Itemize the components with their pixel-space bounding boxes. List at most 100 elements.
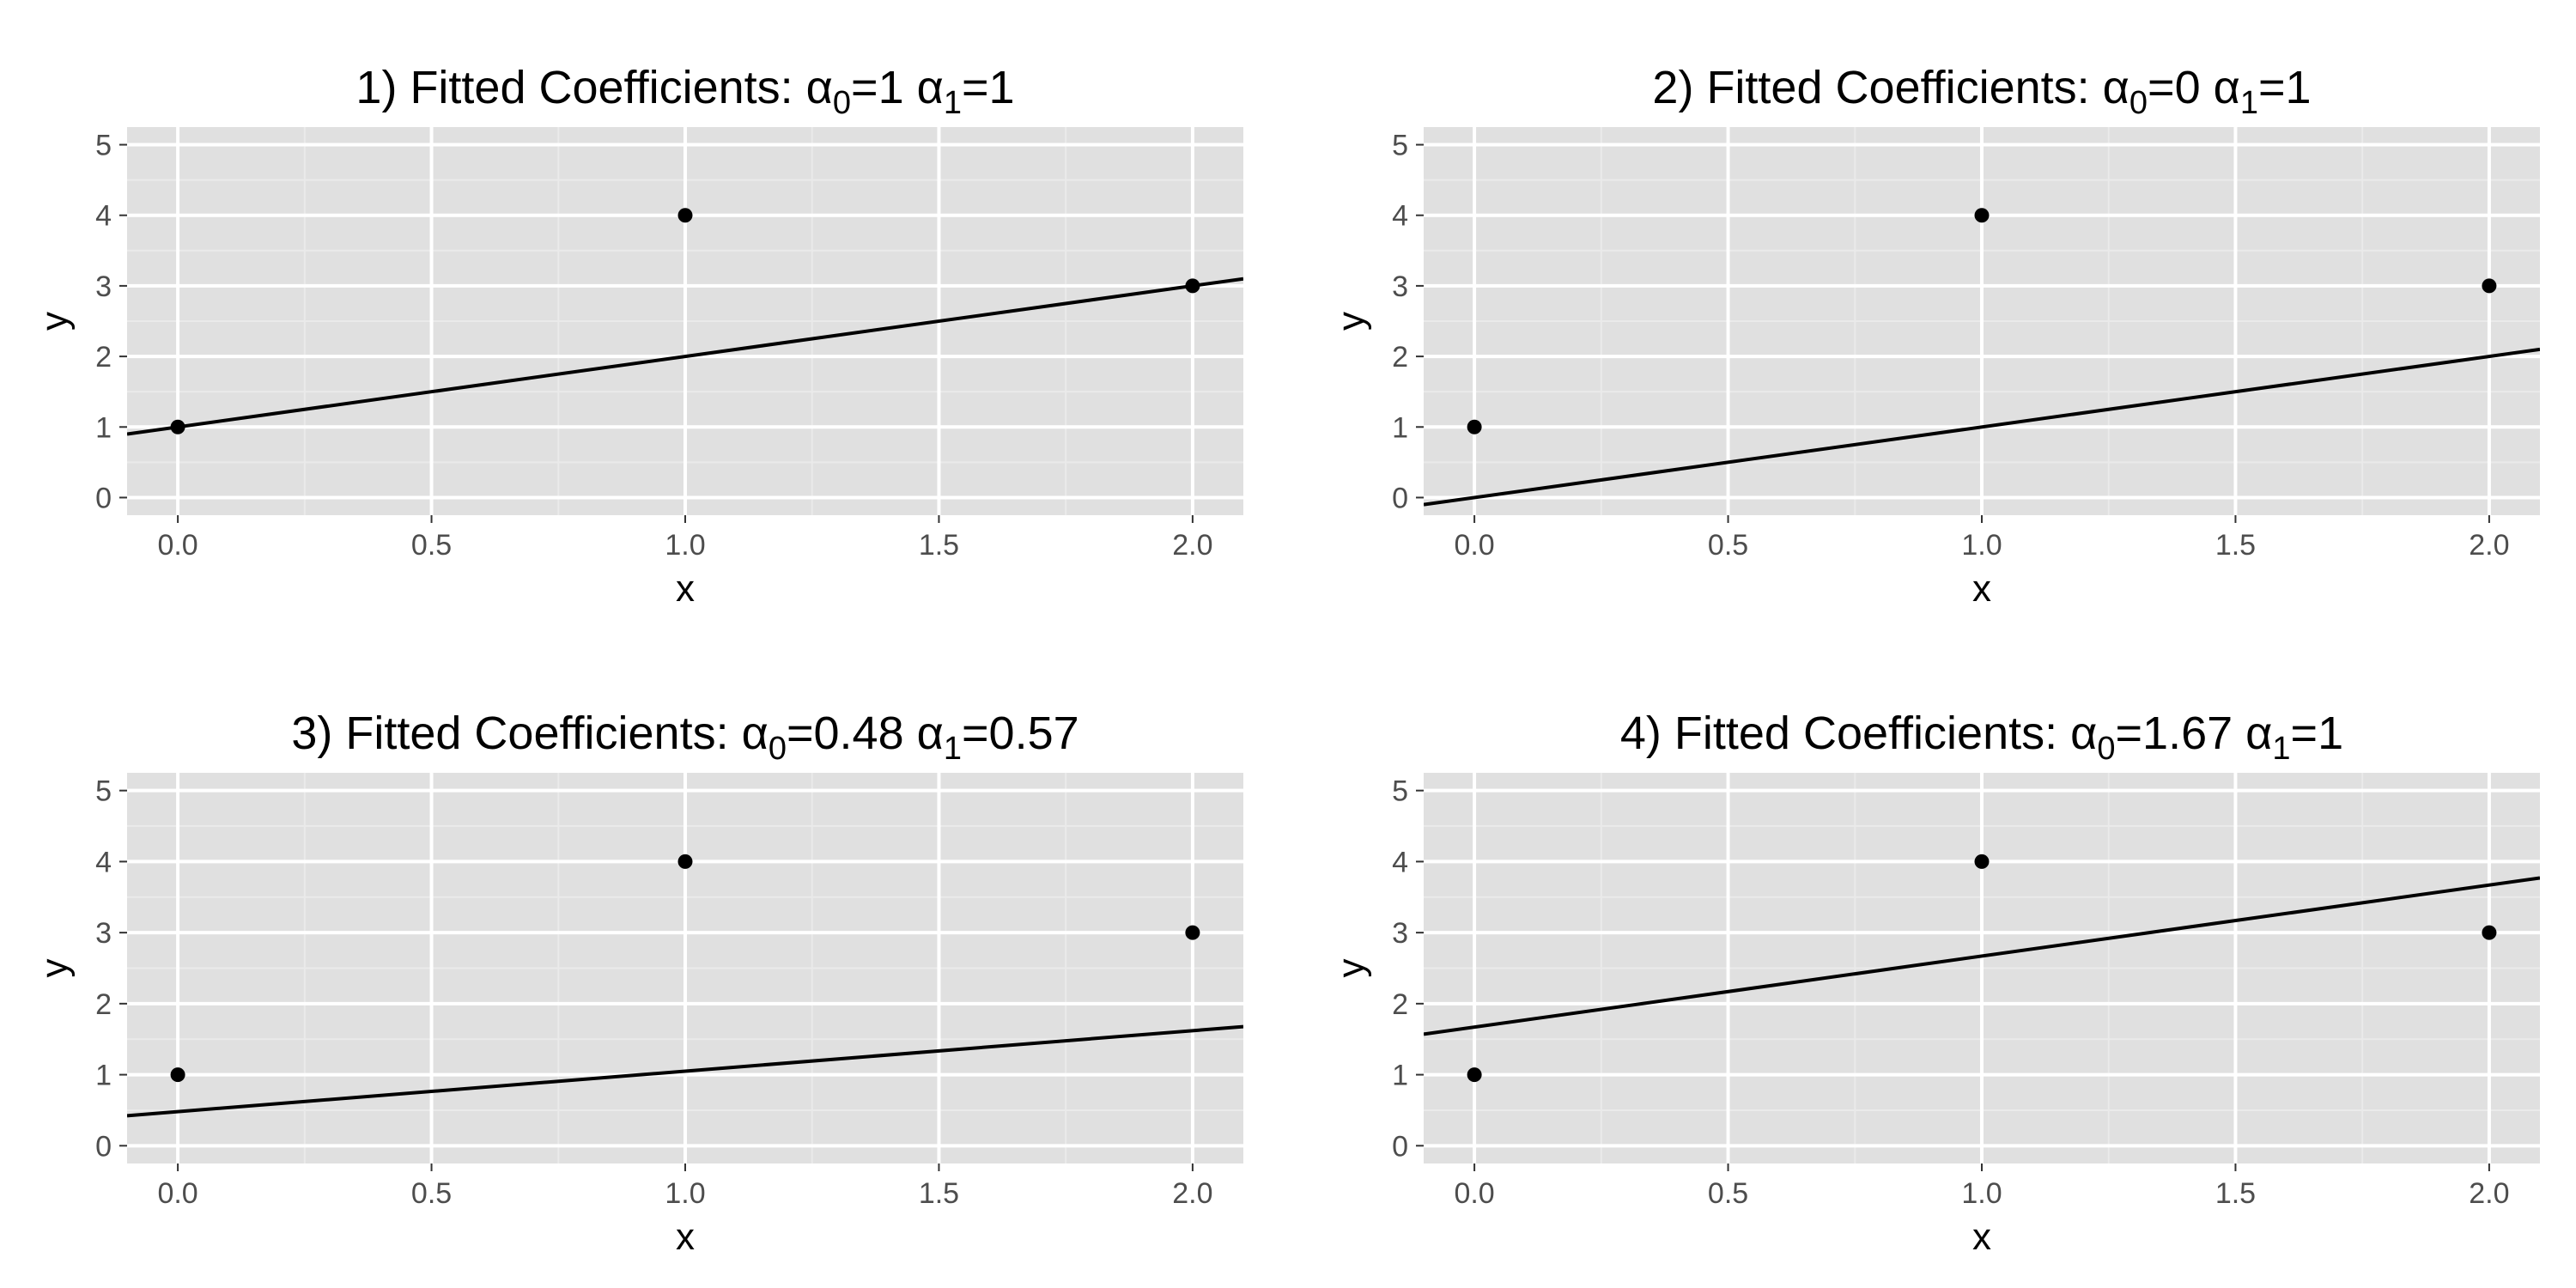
- title-space: [2201, 62, 2214, 113]
- coefficient-a1: 0.57: [989, 708, 1079, 759]
- equals-sign: =: [2258, 62, 2286, 113]
- alpha-symbol: α: [2070, 708, 2097, 759]
- y-tick-label: 5: [95, 130, 112, 162]
- x-tick-label: 2.0: [2469, 1177, 2509, 1210]
- y-tick-label: 1: [95, 411, 112, 444]
- subscript: 0: [833, 85, 851, 121]
- y-tick-label: 2: [1392, 341, 1408, 374]
- x-tick-label: 0.5: [411, 1177, 452, 1210]
- x-axis-title: x: [1972, 568, 1991, 610]
- y-tick-label: 2: [95, 341, 112, 374]
- y-tick-label: 4: [1392, 200, 1408, 233]
- chart-panel-4: 0.0 0.5 1.0 1.5 2.0 0 1 2 3 4 5 x y 4) Fitted Coeffic…: [1330, 708, 2540, 1258]
- title-prefix: 4) Fitted Coefficients:: [1620, 708, 2070, 759]
- equals-sign: =: [2115, 708, 2142, 759]
- data-point: [1974, 208, 1990, 223]
- y-axis-title: y: [1330, 959, 1372, 978]
- subscript: 1: [2272, 731, 2290, 767]
- fitted-line: [1424, 347, 2540, 507]
- x-tick-label: 1.5: [919, 529, 959, 562]
- x-tick-label: 2.0: [1172, 529, 1212, 562]
- equals-sign: =: [962, 62, 989, 113]
- y-tick-label: 5: [1392, 130, 1408, 162]
- data-point: [1974, 854, 1990, 869]
- y-axis-title: y: [33, 959, 76, 978]
- y-tick-label: 1: [1392, 411, 1408, 444]
- x-axis-title: x: [676, 568, 695, 610]
- alpha-symbol: α: [806, 62, 833, 113]
- title-space: [904, 708, 917, 759]
- grid-lines: [1424, 127, 2540, 515]
- fitted-line: [1424, 876, 2540, 1036]
- x-tick-label: 0.0: [157, 529, 197, 562]
- y-tick-label: 2: [1392, 988, 1408, 1021]
- x-tick-label: 0.0: [157, 1177, 197, 1210]
- x-tick-label: 0.0: [1454, 529, 1494, 562]
- grid-lines: [127, 127, 1243, 515]
- x-tick-label: 0.0: [1454, 1177, 1494, 1210]
- y-tick-label: 0: [1392, 1130, 1408, 1163]
- y-tick-label: 4: [1392, 846, 1408, 878]
- title-prefix: 2) Fitted Coefficients:: [1652, 62, 2102, 113]
- equals-sign: =: [2148, 62, 2175, 113]
- equals-sign: =: [2291, 708, 2318, 759]
- data-point: [1185, 278, 1200, 294]
- subscript: 1: [944, 85, 962, 121]
- y-tick-label: 3: [95, 270, 112, 303]
- subscript: 0: [769, 731, 787, 767]
- title-prefix: 3) Fitted Coefficients:: [291, 708, 741, 759]
- y-tick-label: 4: [95, 200, 112, 233]
- x-tick-label: 2.0: [2469, 529, 2509, 562]
- coefficient-a0: 1: [878, 62, 904, 113]
- panel-title: 3) Fitted Coefficients: α0=0.48 α1=0.57: [291, 708, 1078, 767]
- grid-lines: [127, 773, 1243, 1163]
- x-tick-label: 1.0: [1961, 529, 2002, 562]
- data-point: [1185, 925, 1200, 940]
- coefficient-a1: 1: [2318, 708, 2343, 759]
- x-tick-label: 1.0: [665, 529, 705, 562]
- chart-panel-3: 0.0 0.5 1.0 1.5 2.0 0 1 2 3 4 5 x y 3) Fitted Coeffic…: [33, 708, 1243, 1258]
- alpha-symbol: α: [917, 708, 944, 759]
- alpha-symbol: α: [742, 708, 769, 759]
- title-prefix: 1) Fitted Coefficients:: [355, 62, 805, 113]
- x-tick-label: 0.5: [411, 529, 452, 562]
- x-axis-title: x: [676, 1216, 695, 1258]
- y-tick-label: 5: [95, 775, 112, 808]
- coefficient-a1: 1: [989, 62, 1015, 113]
- coefficient-a0: 0.48: [814, 708, 904, 759]
- coefficient-a1: 1: [2286, 62, 2312, 113]
- coefficient-a0: 0: [2175, 62, 2201, 113]
- title-space: [904, 62, 917, 113]
- y-tick-label: 1: [1392, 1060, 1408, 1092]
- x-tick-label: 2.0: [1172, 1177, 1212, 1210]
- subscript: 0: [2097, 731, 2115, 767]
- x-tick-label: 0.5: [1708, 529, 1748, 562]
- panel-title: 4) Fitted Coefficients: α0=1.67 α1=1: [1620, 708, 2343, 767]
- y-tick-label: 3: [1392, 270, 1408, 303]
- data-point: [677, 854, 693, 869]
- y-tick-label: 0: [95, 482, 112, 514]
- alpha-symbol: α: [2103, 62, 2129, 113]
- data-point: [2482, 278, 2497, 294]
- y-tick-label: 5: [1392, 775, 1408, 808]
- panel-title: 1) Fitted Coefficients: α0=1 α1=1: [355, 62, 1014, 121]
- data-point: [170, 419, 185, 434]
- x-axis-title: x: [1972, 1216, 1991, 1258]
- x-tick-label: 1.0: [665, 1177, 705, 1210]
- data-point: [1467, 419, 1482, 434]
- y-tick-label: 1: [95, 1060, 112, 1092]
- chart-panel-2: 0.0 0.5 1.0 1.5 2.0 0 1 2 3 4 5 x y 2) Fitted Coeffic…: [1330, 62, 2540, 610]
- y-tick-label: 0: [95, 1130, 112, 1163]
- fitted-line: [127, 276, 1243, 436]
- data-point: [170, 1067, 185, 1083]
- y-tick-label: 3: [1392, 917, 1408, 950]
- data-point: [1467, 1067, 1482, 1083]
- y-tick-label: 2: [95, 988, 112, 1021]
- equals-sign: =: [851, 62, 878, 113]
- alpha-symbol: α: [917, 62, 944, 113]
- data-point: [2482, 925, 2497, 940]
- equals-sign: =: [962, 708, 989, 759]
- x-tick-label: 1.5: [2215, 529, 2256, 562]
